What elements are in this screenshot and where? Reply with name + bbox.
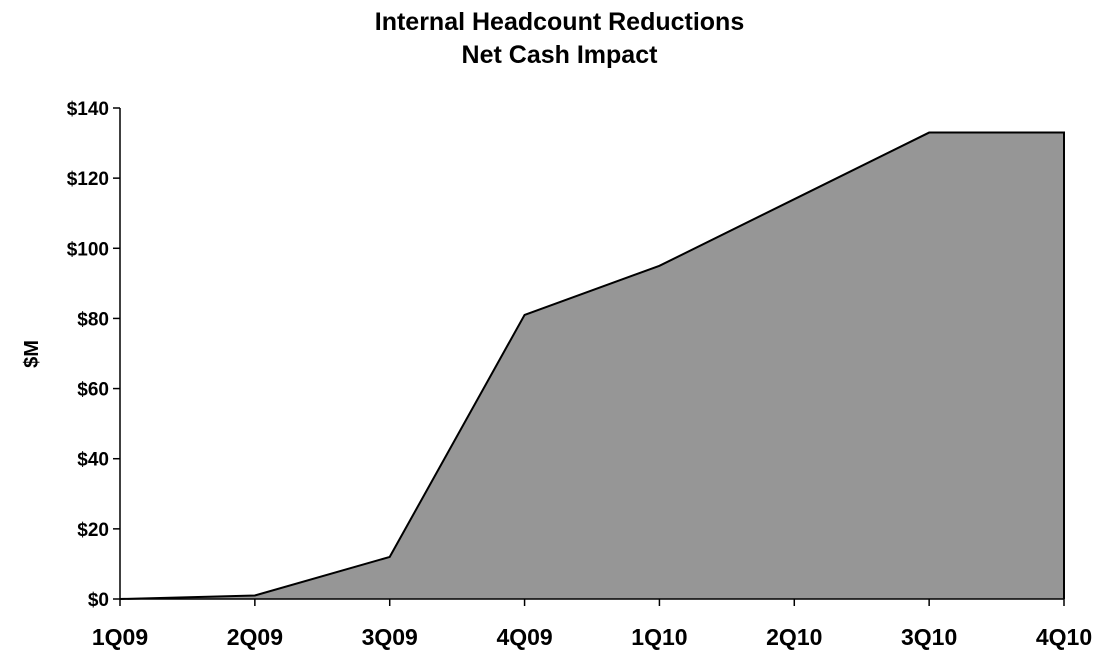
y-tick-label: $100 [67,239,109,260]
y-tick-label: $40 [77,450,109,471]
y-tick-label: $140 [67,99,109,120]
y-tick-label: $60 [77,380,109,401]
ticks-layer: $0 $20 $40 $60 $80 $100 $120 $140 1Q09 2Q09 3Q09 4Q… [67,99,1092,650]
chart-subtitle: Net Cash Impact [461,41,658,69]
axes-layer [119,108,1064,600]
y-tick-label: $20 [77,520,109,541]
x-tick-label: 1Q09 [92,624,148,650]
x-tick-label: 1Q10 [631,624,687,650]
x-tick-label: 2Q10 [766,624,822,650]
area-fill [120,132,1064,600]
chart-title-block: Internal Headcount Reductions Net Cash I… [0,6,1119,72]
x-tick-label: 4Q09 [496,624,552,650]
x-tick-label: 4Q10 [1036,624,1092,650]
y-axis-label: $M [21,340,43,368]
chart-title: Internal Headcount Reductions [374,8,745,36]
y-tick-label: $80 [77,309,109,330]
x-tick-label: 3Q09 [362,624,418,650]
y-tick-label: $120 [67,169,109,190]
x-tick-label: 2Q09 [227,624,283,650]
area-layer [119,131,1065,600]
y-tick-label: $0 [88,590,109,611]
area-outline [119,131,1065,600]
x-tick-label: 3Q10 [901,624,957,650]
